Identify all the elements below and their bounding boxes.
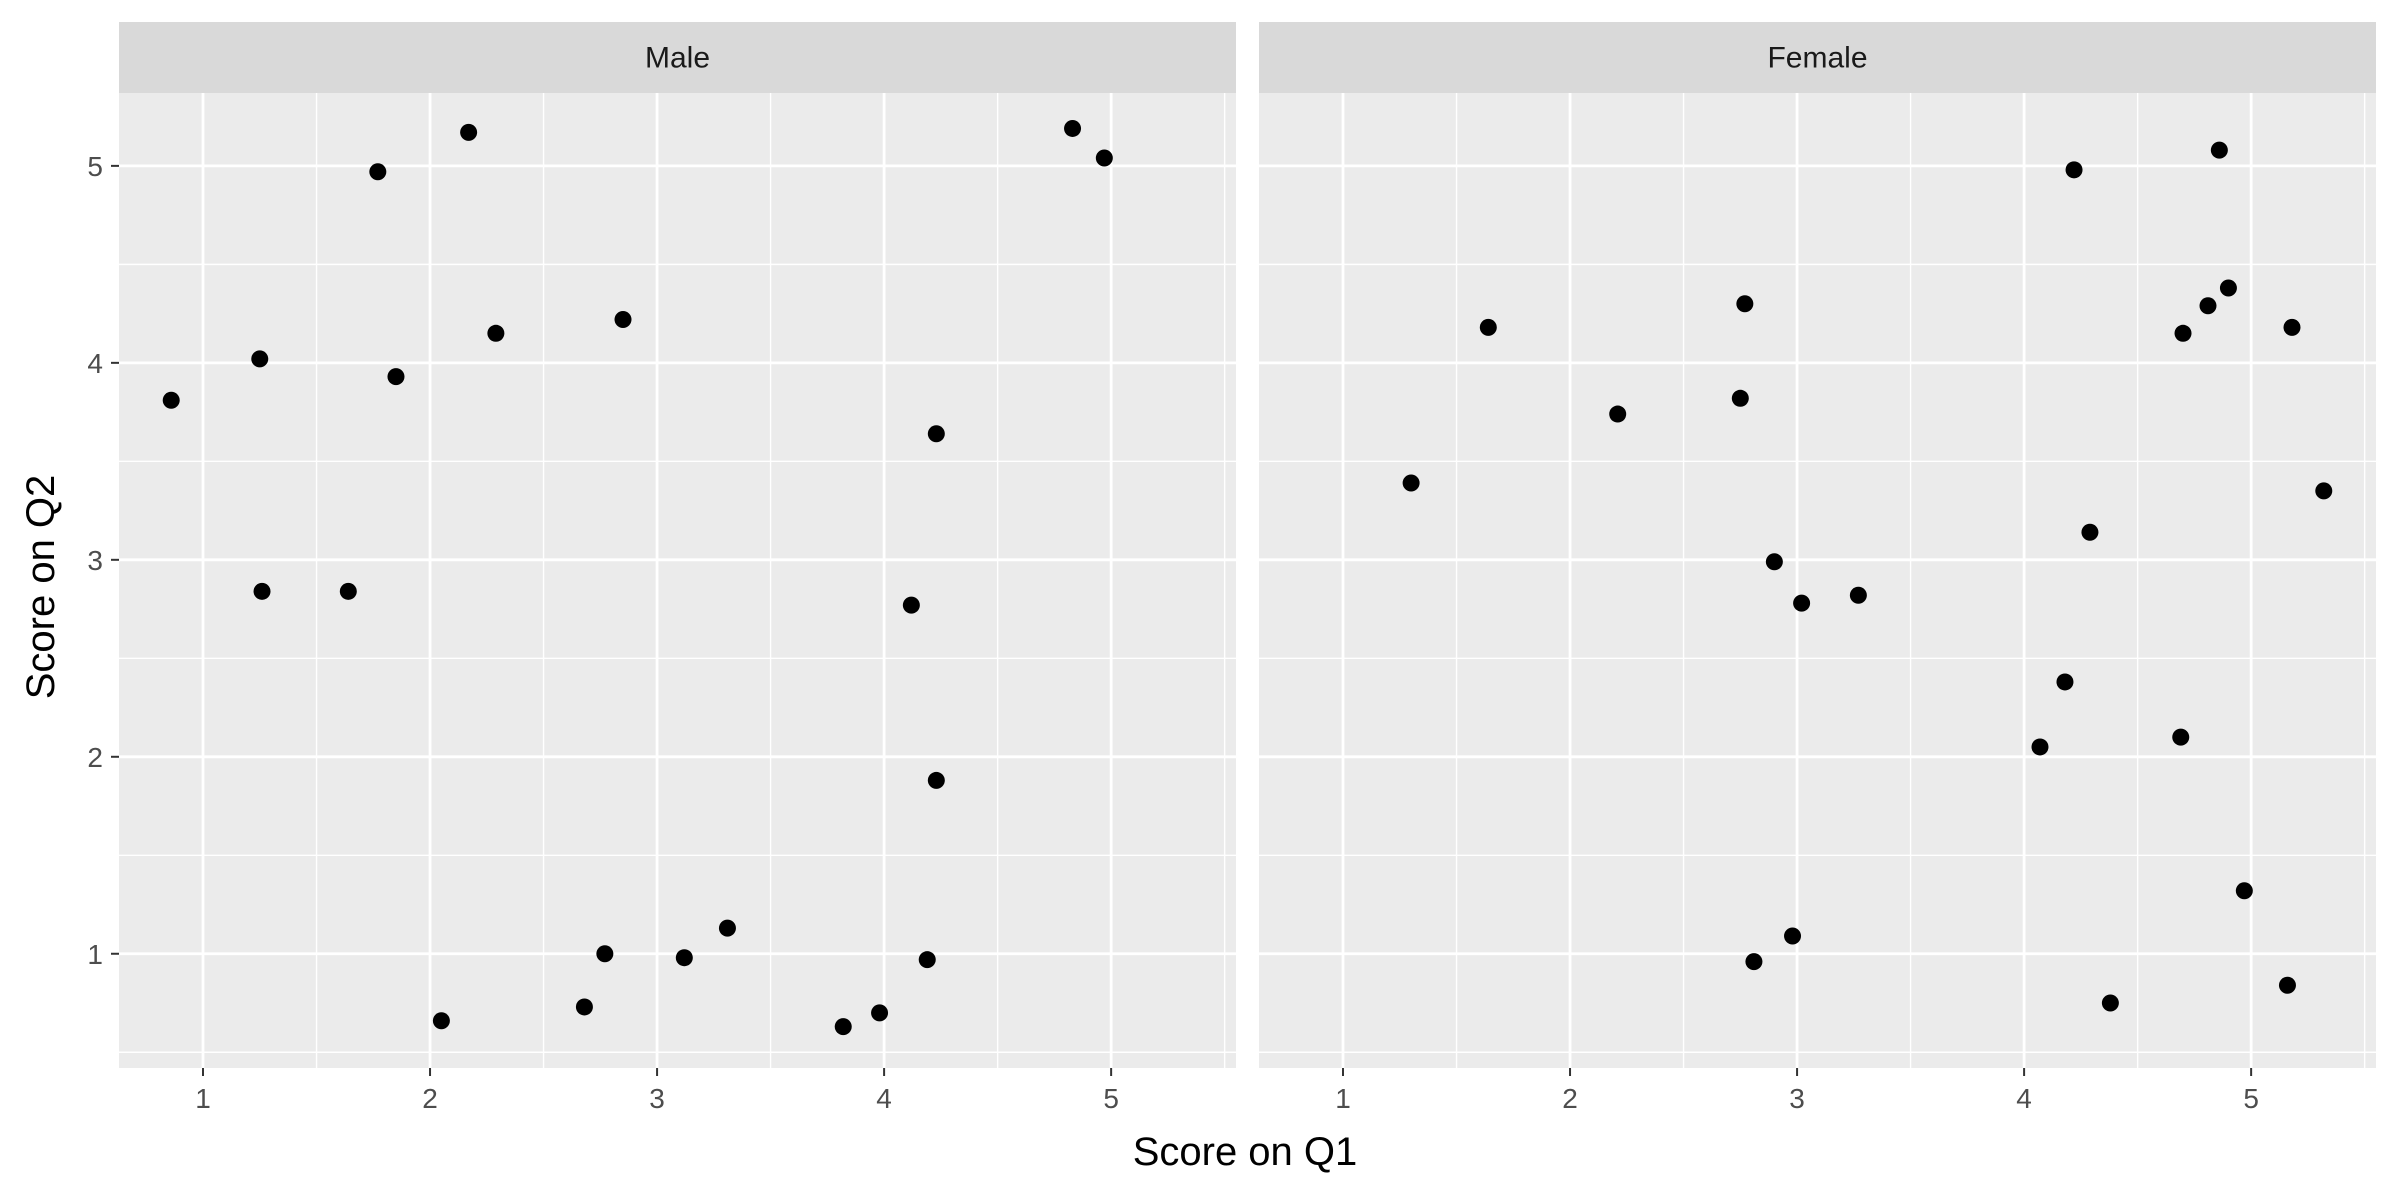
data-point bbox=[1609, 405, 1627, 423]
panel-background-male bbox=[119, 93, 1236, 1068]
data-point bbox=[339, 582, 357, 600]
data-point bbox=[918, 951, 936, 969]
y-tick-label: 3 bbox=[87, 545, 103, 576]
data-point bbox=[460, 123, 478, 141]
data-point bbox=[2199, 297, 2217, 315]
x-tick-label: 3 bbox=[1789, 1083, 1805, 1114]
facet-strip-female bbox=[1259, 22, 2376, 93]
x-tick-label: 5 bbox=[2243, 1083, 2259, 1114]
y-tick-label: 1 bbox=[87, 939, 103, 970]
data-point bbox=[2174, 324, 2192, 342]
facet-panels: Male 1 2 3 4 5 1 2 3 4 5 Female 1 2 3 4 5 bbox=[87, 22, 2376, 1114]
x-tick-label: 4 bbox=[876, 1083, 892, 1114]
data-point bbox=[675, 949, 693, 967]
data-point bbox=[614, 311, 632, 329]
data-point bbox=[2235, 882, 2253, 900]
data-point bbox=[2081, 523, 2099, 541]
data-point bbox=[369, 163, 387, 181]
facet-female: Female 1 2 3 4 5 bbox=[1259, 22, 2376, 1114]
data-point bbox=[871, 1004, 889, 1022]
data-point bbox=[2056, 673, 2074, 691]
data-point bbox=[162, 391, 180, 409]
data-point bbox=[2278, 976, 2296, 994]
data-point bbox=[718, 919, 736, 937]
x-axis-title: Score on Q1 bbox=[1133, 1130, 1358, 1174]
x-tick-label: 2 bbox=[1562, 1083, 1578, 1114]
x-tick-label: 2 bbox=[422, 1083, 438, 1114]
data-point bbox=[1402, 474, 1420, 492]
data-point bbox=[927, 425, 945, 443]
data-point bbox=[2219, 279, 2237, 297]
data-point bbox=[834, 1018, 852, 1036]
x-tick-label: 5 bbox=[1103, 1083, 1119, 1114]
y-tick-label: 5 bbox=[87, 151, 103, 182]
x-tick-label: 4 bbox=[2016, 1083, 2032, 1114]
x-tick-label: 3 bbox=[649, 1083, 665, 1114]
data-point bbox=[251, 350, 269, 368]
data-point bbox=[1793, 594, 1811, 612]
x-tick-label: 1 bbox=[1335, 1083, 1351, 1114]
facet-label-male: Male bbox=[645, 42, 710, 75]
data-point bbox=[253, 582, 271, 600]
y-tick-label: 4 bbox=[87, 348, 103, 379]
data-point bbox=[1064, 119, 1082, 137]
panel-background-female bbox=[1259, 93, 2376, 1068]
data-point bbox=[902, 596, 920, 614]
data-point bbox=[487, 324, 505, 342]
data-point bbox=[596, 945, 614, 963]
facet-male: Male 1 2 3 4 5 1 2 3 4 5 bbox=[87, 22, 1236, 1114]
y-axis-title: Score on Q2 bbox=[19, 475, 63, 700]
data-point bbox=[1095, 149, 1113, 167]
data-point bbox=[1731, 389, 1749, 407]
data-point bbox=[432, 1012, 450, 1030]
y-tick-label: 2 bbox=[87, 742, 103, 773]
data-point bbox=[1745, 953, 1763, 971]
data-point bbox=[387, 368, 405, 386]
data-point bbox=[1765, 553, 1783, 571]
data-point bbox=[1849, 586, 1867, 604]
data-point bbox=[927, 771, 945, 789]
data-point bbox=[1784, 927, 1802, 945]
data-point bbox=[2101, 994, 2119, 1012]
x-tick-label: 1 bbox=[195, 1083, 211, 1114]
data-point bbox=[2065, 161, 2083, 179]
facet-label-female: Female bbox=[1767, 42, 1867, 75]
facet-strip-male bbox=[119, 22, 1236, 93]
data-point bbox=[575, 998, 593, 1016]
data-point bbox=[1736, 295, 1754, 313]
data-point bbox=[2315, 482, 2333, 500]
data-point bbox=[2172, 728, 2190, 746]
data-point bbox=[2283, 318, 2301, 336]
data-point bbox=[2210, 141, 2228, 159]
data-point bbox=[1479, 318, 1497, 336]
data-point bbox=[2031, 738, 2049, 756]
